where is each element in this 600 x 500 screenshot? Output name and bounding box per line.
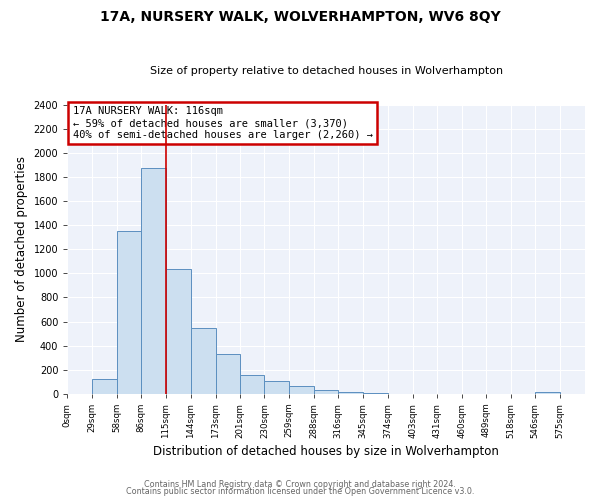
Bar [363, 393, 388, 394]
Bar [215, 354, 239, 394]
Y-axis label: Number of detached properties: Number of detached properties [15, 156, 28, 342]
Bar [535, 392, 560, 394]
Bar [191, 328, 215, 394]
Bar [314, 390, 338, 394]
Title: Size of property relative to detached houses in Wolverhampton: Size of property relative to detached ho… [149, 66, 503, 76]
Text: 17A, NURSERY WALK, WOLVERHAMPTON, WV6 8QY: 17A, NURSERY WALK, WOLVERHAMPTON, WV6 8Q… [100, 10, 500, 24]
Bar [117, 232, 141, 394]
Text: Contains public sector information licensed under the Open Government Licence v3: Contains public sector information licen… [126, 488, 474, 496]
Bar [141, 168, 166, 394]
Bar [265, 381, 289, 394]
Text: Contains HM Land Registry data © Crown copyright and database right 2024.: Contains HM Land Registry data © Crown c… [144, 480, 456, 489]
X-axis label: Distribution of detached houses by size in Wolverhampton: Distribution of detached houses by size … [153, 444, 499, 458]
Bar [166, 268, 191, 394]
Bar [239, 375, 265, 394]
Bar [289, 386, 314, 394]
Text: 17A NURSERY WALK: 116sqm
← 59% of detached houses are smaller (3,370)
40% of sem: 17A NURSERY WALK: 116sqm ← 59% of detach… [73, 106, 373, 140]
Bar [338, 392, 363, 394]
Bar [92, 379, 117, 394]
